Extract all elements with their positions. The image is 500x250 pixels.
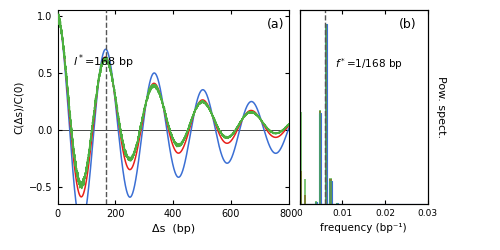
Bar (319, 110, 321, 204)
Bar (330, 178, 332, 204)
Bar (304, 179, 306, 204)
Text: $l^*$=168 bp: $l^*$=168 bp (74, 53, 134, 71)
Bar (304, 195, 306, 204)
Bar (325, 24, 328, 204)
Bar (325, 24, 328, 204)
Bar (300, 171, 302, 204)
Y-axis label: C(Δs)/C(0): C(Δs)/C(0) (14, 80, 24, 134)
X-axis label: Δs  (bp): Δs (bp) (152, 224, 194, 234)
Bar (319, 111, 321, 204)
Text: (a): (a) (267, 18, 284, 31)
Text: (b): (b) (400, 18, 417, 31)
X-axis label: frequency (bp⁻¹): frequency (bp⁻¹) (320, 223, 407, 233)
Bar (330, 181, 332, 204)
Bar (300, 112, 302, 204)
Bar (314, 202, 316, 204)
Bar (336, 203, 338, 204)
Bar (314, 202, 316, 204)
Bar (314, 202, 316, 204)
Bar (325, 24, 328, 204)
Bar (330, 179, 332, 204)
Bar (336, 203, 338, 204)
Text: $f^*$=1/168 bp: $f^*$=1/168 bp (336, 56, 403, 72)
Y-axis label: Pow. spect.: Pow. spect. (436, 76, 446, 138)
Bar (319, 113, 321, 204)
